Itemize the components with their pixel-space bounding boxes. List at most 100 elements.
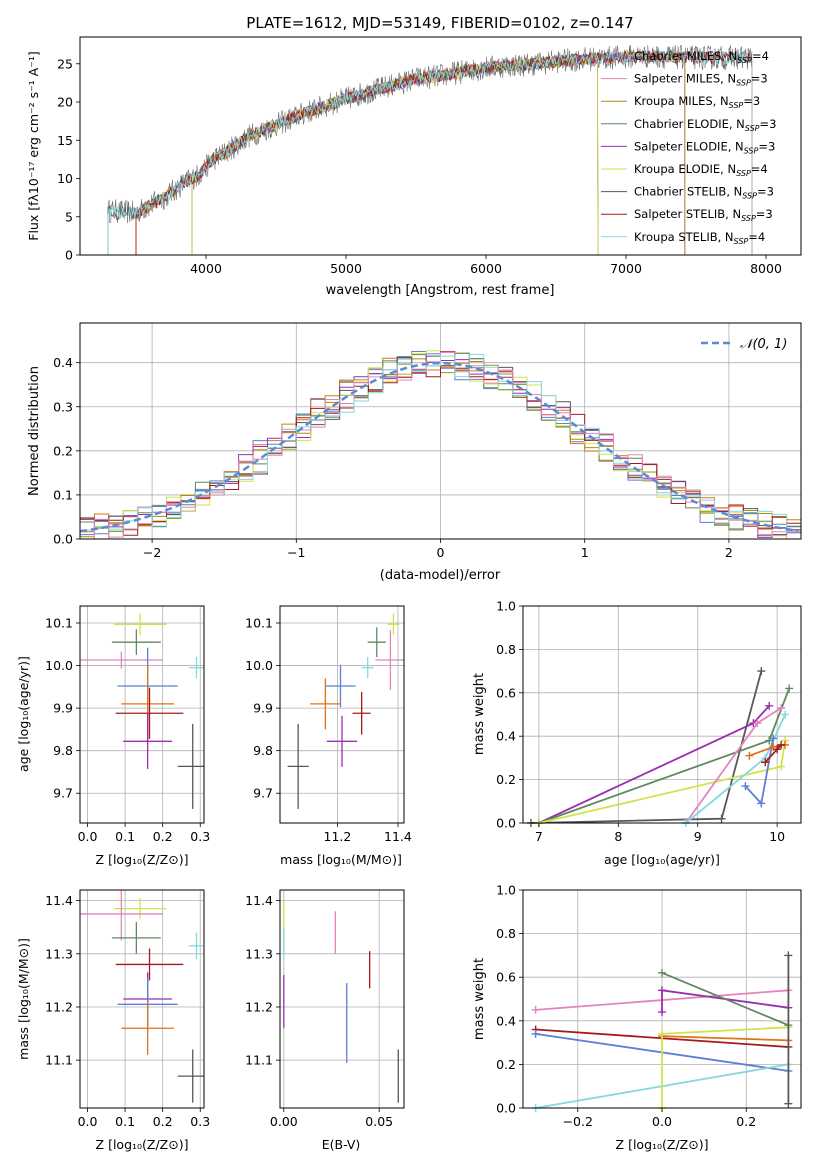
y-tick-label: 0.6 [496,970,516,985]
legend-label-cyan: Kroupa STELIB, NSSP=4 [634,230,765,246]
y-tick-label: 0 [65,248,73,263]
mass-vs-z-ylabel: mass [log₁₀(M/M⊙)] [16,938,31,1060]
y-tick-label: 25 [57,56,73,71]
x-tick-label: −2 [143,545,161,560]
spectrum-xlabel: wavelength [Angstrom, rest frame] [326,283,555,298]
y-tick-label: 0.8 [496,642,516,657]
x-tick-label: 6000 [470,261,502,276]
weight-marker-red [777,740,786,749]
mass-vs-z-panel: 0.0 0.1 0.2 0.3 11.1 11.2 11.3 11.4 Z [log₁₀(Z/… [16,889,210,1152]
y-tick-label: 0.2 [496,1057,516,1072]
y-tick-label: 15 [57,133,73,148]
x-tick-label: 0.0 [652,1114,672,1129]
x-tick-label: 0.05 [365,1114,393,1129]
x-tick-label: 7 [535,829,543,844]
x-tick-label: 4000 [190,261,222,276]
x-tick-label: 5000 [330,261,362,276]
spectrum-model-line [107,49,753,255]
legend-label-red: Salpeter STELIB, NSSP=3 [634,207,773,223]
y-tick-label: 0.4 [53,355,73,370]
x-tick-label: 8 [614,829,622,844]
spectrum-legend: Chabrier MILES, NSSP=4 Salpeter MILES, NS… [601,49,776,246]
y-tick-label: 0.1 [53,487,73,502]
x-tick-label: 0.00 [270,1114,298,1129]
weight-marker-pink [753,719,762,728]
legend-label-yellow: Kroupa ELODIE, NSSP=4 [634,162,768,178]
spectrum-ylabel: Flux [fλ10⁻¹⁷ erg cm⁻² s⁻¹ A⁻¹] [26,51,41,240]
weight-marker-yellow [658,1029,666,1038]
weight-marker-green [658,968,666,977]
weight-marker-pink [531,1005,540,1014]
weight-line-green [661,971,789,1027]
y-tick-label: 0.6 [496,685,516,700]
weight-vs-age-panel: 7 8 9 10 0.0 0.2 0.4 0.6 0.8 1.0 age [log₁₀(age/y… [472,599,802,867]
x-tick-label: 9 [694,829,702,844]
y-tick-label: 11.3 [245,946,273,961]
mass-vs-ebv-panel: 0.00 0.05 11.1 11.2 11.3 11.4 E(B-V) [245,889,405,1152]
age-vs-z-panel: 0.0 0.1 0.2 0.3 9.7 9.8 9.9 10.0 10.1 Z [log₁₀(Z… [16,605,210,867]
weight-marker-blue [757,799,766,808]
y-tick-label: 0.0 [496,1101,516,1116]
weight-marker-cyan [781,710,790,719]
age-vs-mass-panel: 11.2 11.4 9.7 9.8 9.9 10.0 10.1 mass [log₁₀(M/… [245,605,412,867]
x-tick-label: 7000 [610,261,642,276]
normal-legend-label: 𝒩(0, 1) [740,337,787,352]
weight-marker-purple [765,701,774,710]
residual-legend: 𝒩(0, 1) [701,337,787,352]
weight-marker-blue [531,1029,540,1038]
weight-vs-z-panel: −0.2 0.0 0.2 0.0 0.2 0.4 0.6 0.8 1.0 Z [log₁₀(Z/… [472,883,802,1152]
weight-marker-yellow [777,762,786,771]
age-vs-z-frame [79,605,205,824]
x-tick-label: 0.1 [115,829,135,844]
x-tick-label: 11.4 [384,829,412,844]
x-tick-label: −1 [287,545,305,560]
y-tick-label: 11.4 [45,893,73,908]
weight-marker-gray [717,814,726,823]
y-tick-label: 11.3 [45,946,73,961]
y-tick-label: 20 [57,95,73,110]
age-vs-mass-xlabel: mass [log₁₀(M/M⊙)] [280,852,402,867]
y-tick-label: 0.2 [53,443,73,458]
weight-marker-blue [741,782,750,791]
weight-vs-age-xlabel: age [log₁₀(age/yr)] [604,852,720,867]
x-tick-label: 0.2 [153,829,173,844]
y-tick-label: 1.0 [496,599,516,614]
weight-marker-purple [658,1008,666,1017]
weight-marker-gray [757,667,766,676]
age-vs-z-ylabel: age [log₁₀(age/yr)] [16,656,31,772]
residual-ylabel: Normed distribution [27,366,42,496]
legend-label-gray: Chabrier STELIB, NSSP=3 [634,185,774,201]
legend-label-pink: Salpeter MILES, NSSP=3 [634,72,768,88]
y-tick-label: 10.1 [245,616,273,631]
y-tick-label: 9.7 [253,786,273,801]
normal-reference-curve [79,361,799,533]
legend-label-blue: Chabrier MILES, NSSP=4 [634,49,769,65]
y-tick-label: 10.0 [45,658,73,673]
legend-label-green: Chabrier ELODIE, NSSP=3 [634,117,776,133]
y-tick-label: 11.4 [245,893,273,908]
x-tick-label: 2 [725,545,733,560]
spectrum-panel: PLATE=1612, MJD=53149, FIBERID=0102, z=0… [26,14,802,298]
y-tick-label: 0.0 [496,816,516,831]
spectrum-model-line [135,50,753,255]
residual-xlabel: (data-model)/error [380,568,501,583]
weight-line-orange [661,1035,789,1042]
weight-marker-gray [784,1099,793,1108]
x-tick-label: 11.2 [324,829,352,844]
mass-vs-z-frame [79,889,205,1109]
weight-marker-gray [784,951,793,960]
weight-marker-red [761,758,770,767]
weight-vs-z-xlabel: Z [log₁₀(Z/Z⊙)] [616,1137,709,1152]
weight-marker-purple [658,986,666,995]
y-tick-label: 0.0 [53,532,73,547]
y-tick-label: 11.2 [45,999,73,1014]
residual-panel: −2 −1 0 1 2 0.0 0.1 0.2 0.3 0.4 (data-model)/erro… [27,322,802,583]
x-tick-label: 0.3 [190,829,210,844]
y-tick-label: 0.2 [496,772,516,787]
weight-vs-age-ylabel: mass weight [472,673,487,755]
x-tick-label: 0.0 [78,829,98,844]
mass-vs-z-xlabel: Z [log₁₀(Z/Z⊙)] [96,1137,189,1152]
y-tick-label: 0.4 [496,1013,516,1028]
